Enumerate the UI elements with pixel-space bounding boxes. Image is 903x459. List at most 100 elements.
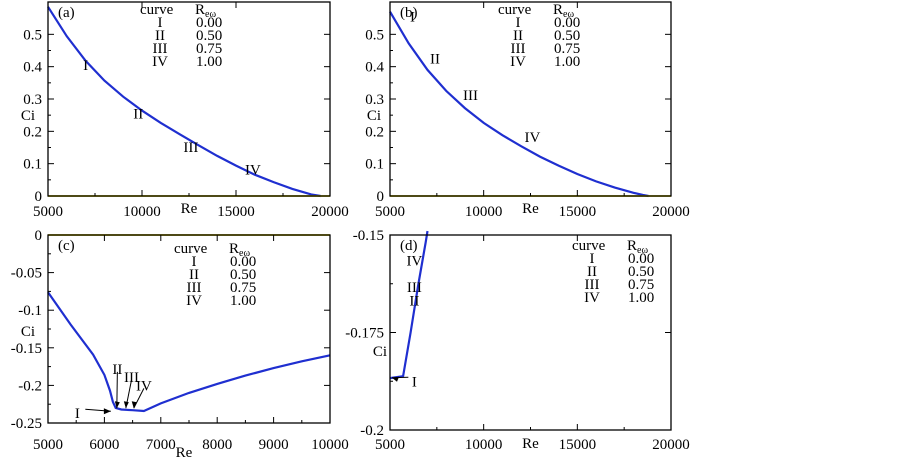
panel-label: (c) [58, 238, 75, 254]
plot-frame [47, 1, 331, 197]
legend-row-curve: III [153, 41, 168, 57]
panel-label: (d) [400, 238, 418, 254]
curve-label-i: I [75, 406, 80, 422]
legend-header-subscript: eω [637, 245, 648, 256]
legend-row-value: 0.50 [628, 264, 654, 280]
legend-row-curve: III [585, 277, 600, 293]
x-tick-label: 5000 [33, 437, 63, 453]
legend-row-curve: II [587, 264, 597, 280]
curve-label-i: I [410, 10, 415, 26]
legend-row-curve: I [516, 15, 521, 31]
legend-row-value: 0.00 [554, 15, 580, 31]
curve-label-iii: III [183, 140, 198, 156]
y-tick-label: 0.3 [23, 92, 42, 108]
legend-header-curve: curve [572, 238, 606, 254]
x-tick-label: 20000 [652, 204, 690, 220]
curve-label-ii: II [409, 294, 419, 310]
legend-header-curve: curve [498, 2, 532, 18]
curve-label-ii: II [133, 107, 143, 123]
x-tick-label: 8000 [202, 437, 232, 453]
curve-label-ii: II [430, 52, 440, 68]
x-tick-label: 20000 [311, 204, 349, 220]
series-line [47, 291, 331, 413]
y-tick-label: -0.2 [360, 423, 384, 439]
curve-label-iii: III [463, 88, 478, 104]
legend-row-curve: IV [186, 293, 202, 309]
curve-label-iv: IV [524, 130, 540, 146]
y-tick-label: 0.5 [365, 27, 384, 43]
y-tick-label: 0.2 [23, 124, 42, 140]
panel-a: 5000 10000 15000 20000 0 0.1 0.2 0.3 0.4 0.5 Re Ci (… [21, 1, 349, 220]
x-tick-label: 10000 [465, 437, 503, 453]
curve-label-iii: III [124, 370, 139, 386]
legend-row-value: 0.00 [230, 254, 256, 270]
y-tick-label: 0.2 [365, 124, 384, 140]
x-tick-label: 10000 [465, 204, 503, 220]
legend-row-value: 1.00 [554, 54, 580, 70]
y-tick-label: 0.3 [365, 92, 384, 108]
x-tick-label: 15000 [559, 437, 597, 453]
legend-header-subscript: eω [563, 9, 574, 20]
panel-label: (b) [400, 5, 418, 21]
legend-header-subscript: eω [205, 9, 216, 20]
legend-row-value: 0.50 [554, 28, 580, 44]
legend-row-value: 0.50 [230, 267, 256, 283]
legend-row-curve: III [187, 280, 202, 296]
y-tick-label: 0.4 [23, 60, 42, 76]
y-tick-label: 0 [35, 228, 43, 244]
y-axis-label: Ci [367, 108, 381, 124]
legend-row-value: 0.75 [196, 41, 222, 57]
x-axis-label: Re [176, 445, 193, 459]
x-tick-label: 9000 [259, 437, 289, 453]
y-tick-label: -0.25 [11, 416, 42, 432]
y-axis-label: Ci [21, 324, 35, 340]
series-line [389, 11, 649, 198]
x-tick-label: 5000 [375, 204, 405, 220]
x-axis-label: Re [522, 201, 539, 217]
legend-row-curve: II [189, 267, 199, 283]
legend-row-value: 0.75 [230, 280, 256, 296]
y-tick-label: 0 [377, 189, 385, 205]
curve-label-ii: II [112, 362, 122, 378]
legend-row-value: 1.00 [230, 293, 256, 309]
y-tick-label: 0.4 [365, 60, 384, 76]
legend-row-curve: II [155, 28, 165, 44]
panel-d: 5000 10000 15000 20000 -0.2 -0.175 -0.15 Re Ci (d… [345, 228, 690, 453]
legend-row-curve: IV [584, 290, 600, 306]
legend-row-curve: I [590, 251, 595, 267]
curve-label-i: I [83, 58, 88, 74]
legend-row-value: 0.50 [196, 28, 222, 44]
arrow-head [114, 401, 120, 409]
x-tick-label: 15000 [217, 204, 255, 220]
y-tick-label: -0.15 [353, 228, 384, 244]
y-tick-label: 0.5 [23, 27, 42, 43]
curve-label-iv: IV [406, 253, 422, 269]
y-tick-label: -0.2 [18, 378, 42, 394]
y-axis-label: Ci [21, 108, 35, 124]
legend-row-curve: II [513, 28, 523, 44]
y-tick-label: 0.1 [23, 157, 42, 173]
legend-row-curve: I [192, 254, 197, 270]
curve-label-iii: III [407, 280, 422, 296]
x-tick-label: 5000 [375, 437, 405, 453]
y-tick-label: 0 [35, 189, 43, 205]
series-line [47, 6, 321, 198]
y-tick-label: -0.175 [345, 326, 384, 342]
legend-row-value: 1.00 [628, 290, 654, 306]
x-axis-label: Re [181, 201, 198, 217]
legend-row-value: 1.00 [196, 54, 222, 70]
legend-header-subscript: eω [239, 248, 250, 259]
x-tick-label: 7000 [146, 437, 176, 453]
curve-label-iv: IV [245, 162, 261, 178]
y-tick-label: -0.05 [11, 266, 42, 282]
y-tick-label: -0.1 [18, 303, 42, 319]
panel-b: 5000 10000 15000 20000 0 0.1 0.2 0.3 0.4 0.5 Re Ci (… [365, 1, 690, 220]
panel-c: 5000 6000 7000 8000 9000 10000 -0.25 -0.2 -0.15 -… [11, 228, 349, 459]
legend-row-value: 0.75 [554, 41, 580, 57]
legend-row-curve: III [511, 41, 526, 57]
